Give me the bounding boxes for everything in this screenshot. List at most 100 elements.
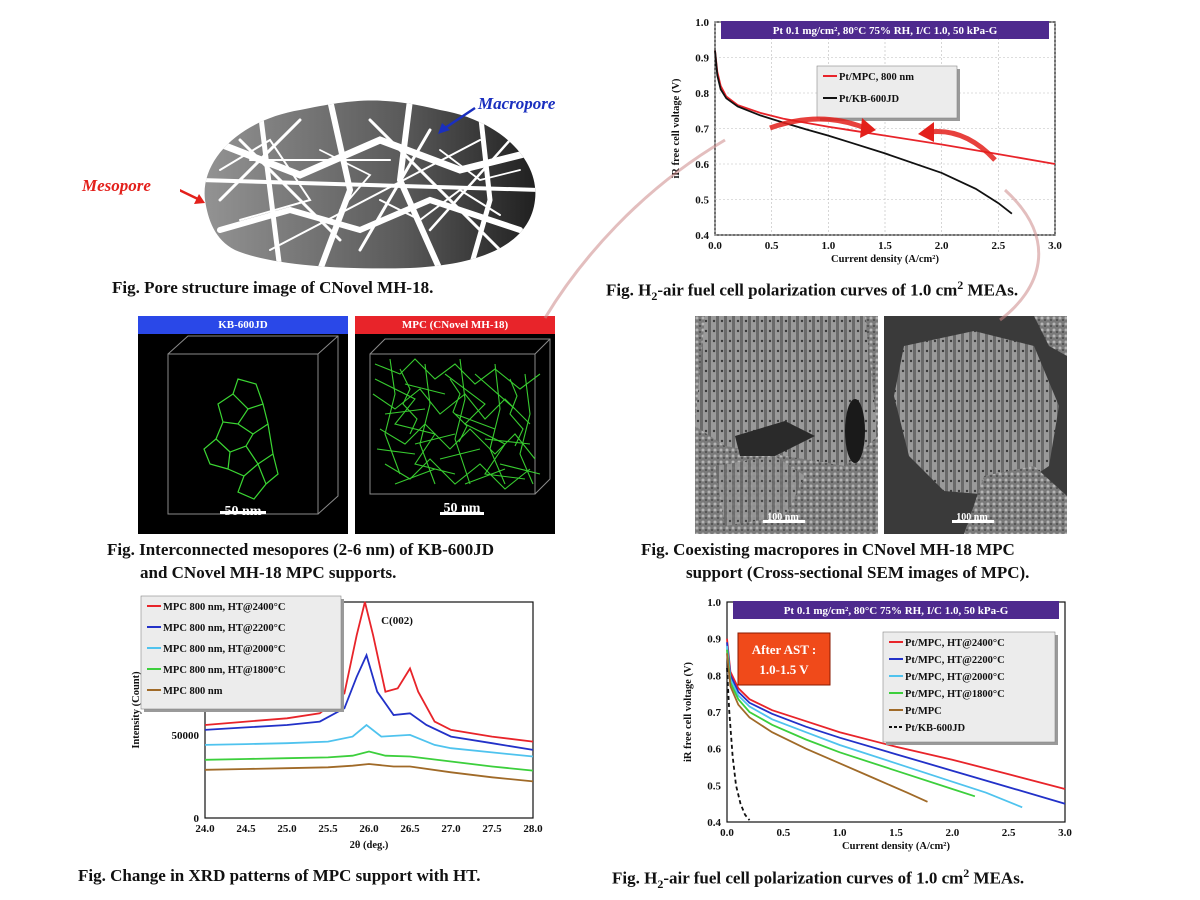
sem-left-scale: 100 nm: [767, 512, 799, 523]
tomography-right-scale: 50 nm: [443, 501, 481, 516]
y-tick-label: 0.9: [707, 634, 721, 646]
sem-right-image: [884, 316, 1067, 534]
arrow-right: [929, 129, 997, 162]
legend-label: Pt/MPC, 800 nm: [839, 72, 914, 83]
macropore-arrow: [438, 106, 476, 134]
x-axis-label: Current density (A/cm²): [842, 841, 950, 852]
condition-banner: [721, 21, 1049, 39]
polar2-caption-sup: 2: [963, 866, 970, 880]
x-tick-label: 2.5: [1002, 827, 1016, 839]
pore-structure-panel: [174, 80, 550, 270]
macropore-label: Macropore: [478, 94, 556, 113]
pore-structure-image: [174, 100, 536, 269]
polarization-chart-1: 0.0 0.5 1.0 1.5 2.0 2.5 3.0 0.4 0.5 0.6 0.7 0.8 0.9 1…: [671, 17, 1062, 265]
x-tick-label: 27.5: [482, 823, 502, 835]
series-line: [726, 649, 976, 798]
condition-banner-text: Pt 0.1 mg/cm², 80°C 75% RH, I/C 1.0, 50 …: [773, 25, 998, 37]
tomography-caption-1: Fig. Interconnected mesopores (2-6 nm) o…: [107, 540, 495, 559]
polar1-caption-end: MEAs.: [963, 280, 1019, 300]
y-tick-label: 0.5: [695, 195, 709, 207]
polar2-caption-end: MEAs.: [969, 868, 1025, 888]
ast-callout-line2: 1.0-1.5 V: [759, 662, 809, 677]
x-tick-label: 0.5: [765, 240, 779, 252]
sem-caption-1: Fig. Coexisting macropores in CNovel MH-…: [641, 540, 1015, 559]
legend-label: Pt/MPC, HT@1800°C: [905, 689, 1005, 700]
x-tick-label: 25.5: [318, 823, 338, 835]
legend-label: Pt/KB-600JD: [905, 723, 965, 734]
x-tick-label: 1.5: [889, 827, 903, 839]
series-line: [204, 750, 534, 772]
polar1-caption-suffix: -air fuel cell polarization curves of 1.…: [657, 280, 958, 300]
tomography-left: KB-600JD 50 nm: [138, 316, 348, 534]
legend-label: Pt/MPC: [905, 706, 942, 717]
legend-label: MPC 800 nm, HT@2400°C: [163, 602, 285, 613]
x-tick-label: 1.5: [878, 240, 892, 252]
y-tick-label: 0.4: [695, 230, 709, 242]
legend: [140, 595, 342, 710]
peak-annotation: C(002): [381, 615, 413, 627]
y-tick-label: 0: [194, 813, 200, 825]
series-line: [204, 652, 534, 751]
series-line: [726, 642, 1066, 805]
x-tick-label: 24.5: [236, 823, 256, 835]
polar2-caption-prefix: Fig. H: [612, 868, 658, 888]
x-tick-label: 1.0: [833, 827, 847, 839]
x-tick-label: 0.0: [708, 240, 722, 252]
tomography-left-title: KB-600JD: [138, 316, 348, 334]
tomography-left-image: [167, 335, 339, 515]
sem-left-image: [695, 316, 878, 534]
series-line: [204, 601, 534, 743]
x-tick-label: 2.5: [991, 240, 1005, 252]
condition-banner: [733, 601, 1059, 619]
series-line: [726, 645, 1023, 809]
legend-label: MPC 800 nm, HT@1800°C: [163, 665, 285, 676]
legend-label: Pt/MPC, HT@2000°C: [905, 672, 1005, 683]
y-axis-label: Intensity (Count): [131, 671, 142, 749]
y-tick-label: 0.6: [707, 744, 721, 756]
legend: [816, 65, 958, 119]
polar2-caption-sub: 2: [657, 877, 664, 892]
ast-callout-box: [737, 632, 831, 686]
x-axis-label: Current density (A/cm²): [831, 254, 939, 265]
polarization-caption-2: Fig. H2-air fuel cell polarization curve…: [612, 866, 1024, 892]
series-line: [726, 653, 928, 803]
x-tick-label: 27.0: [441, 823, 461, 835]
y-tick-label: 0.7: [707, 707, 721, 719]
tomography-left-scale: 50 nm: [224, 504, 262, 519]
legend-label: Pt/MPC, HT@2400°C: [905, 638, 1005, 649]
series-line: [726, 638, 1066, 790]
x-tick-label: 0.5: [776, 827, 790, 839]
mesopore-arrow: [174, 186, 205, 204]
ast-callout-line1: After AST :: [752, 642, 817, 657]
arrow-left-head: [860, 118, 876, 138]
series-line: [714, 50, 1013, 215]
xrd-chart: 24.0 24.5 25.0 25.5 26.0 26.5 27.0 27.5 28.0 0 500…: [131, 595, 543, 851]
x-tick-label: 28.0: [523, 823, 543, 835]
y-axis-label: iR free cell voltage (V): [683, 661, 694, 762]
y-tick-label: 0.6: [695, 159, 709, 171]
legend-label: Pt/MPC, HT@2200°C: [905, 655, 1005, 666]
arrow-left: [769, 116, 866, 131]
sem-right-scale: 100 nm: [956, 512, 988, 523]
y-tick-label: 1.0: [707, 597, 721, 609]
polar2-caption-suffix: -air fuel cell polarization curves of 1.…: [663, 868, 964, 888]
legend-label: MPC 800 nm, HT@2200°C: [163, 623, 285, 634]
ast-callout: After AST : 1.0-1.5 V: [737, 632, 831, 686]
legend-label: Pt/KB-600JD: [839, 94, 899, 105]
x-tick-label: 2.0: [945, 827, 959, 839]
x-tick-label: 25.0: [277, 823, 297, 835]
tomography-right-image: [369, 338, 551, 515]
polar1-caption-sup: 2: [957, 278, 964, 292]
tomography-caption-2: and CNovel MH-18 MPC supports.: [140, 563, 397, 582]
tomography-right-title: MPC (CNovel MH-18): [355, 316, 555, 334]
y-tick-label: 0.9: [695, 53, 709, 65]
legend: [882, 631, 1056, 743]
y-tick-label: 0.5: [707, 780, 721, 792]
x-tick-label: 1.0: [821, 240, 835, 252]
y-tick-label: 0.4: [707, 817, 721, 829]
x-axis-label: 2θ (deg.): [350, 840, 389, 851]
y-tick-label: 0.8: [695, 88, 709, 100]
xrd-caption: Fig. Change in XRD patterns of MPC suppo…: [78, 866, 481, 885]
mesopore-label: Mesopore: [82, 176, 151, 195]
x-tick-label: 3.0: [1048, 240, 1062, 252]
